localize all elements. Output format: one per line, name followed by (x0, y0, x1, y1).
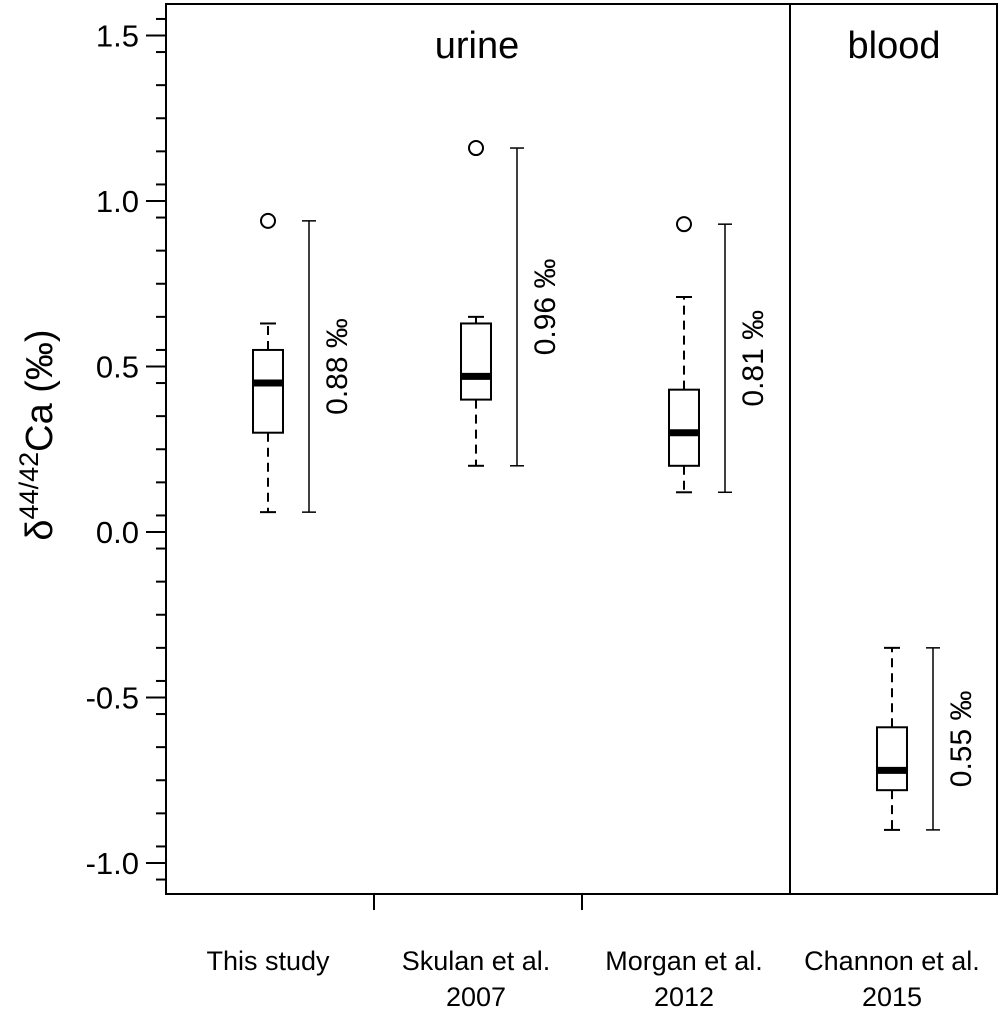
y-tick-label: -1.0 (86, 846, 139, 881)
x-tick-label: Channon et al. (804, 946, 980, 976)
box-series: 0.88 ‰ 0.96 ‰ 0.81 ‰ 0.55 ‰ (252, 140, 978, 831)
x-tick-label-year: 2007 (446, 982, 506, 1012)
x-tick-label: Morgan et al. (605, 946, 763, 976)
box-group: 0.88 ‰ (252, 212, 354, 514)
iqr-box (460, 322, 492, 401)
outlier-point (260, 212, 276, 229)
y-axis: 1.5 1.0 0.5 0.0 -0.5 -1.0 (86, 17, 166, 881)
y-tick-label: 1.5 (96, 19, 139, 54)
outlier-point (676, 216, 692, 233)
y-tick-label: 1.0 (96, 184, 139, 219)
x-tick-label: This study (206, 946, 330, 976)
panel-label-blood: blood (848, 25, 941, 67)
y-tick-label: 0.5 (96, 350, 139, 385)
iqr-box (252, 348, 284, 434)
outlier-point (468, 140, 484, 157)
iqr-box (668, 388, 700, 467)
x-tick-label-year: 2015 (862, 982, 922, 1012)
y-tick-label: -0.5 (86, 681, 139, 716)
box-group: 0.81 ‰ (668, 216, 770, 494)
range-label: 0.96 ‰ (529, 259, 562, 356)
iqr-box (876, 726, 908, 792)
plot-frame (165, 3, 998, 895)
range-label: 0.55 ‰ (945, 691, 978, 788)
range-label: 0.81 ‰ (737, 310, 770, 407)
x-axis: This study Skulan et al. 2007 Morgan et al.… (206, 894, 980, 1012)
box-group: 0.55 ‰ (876, 646, 978, 831)
y-axis-label: δ44/42Ca (‰) (14, 329, 61, 540)
panel-label-urine: urine (435, 25, 520, 67)
range-label: 0.88 ‰ (321, 318, 354, 415)
box-group: 0.96 ‰ (460, 140, 562, 467)
x-tick-label-year: 2012 (654, 982, 714, 1012)
x-tick-label: Skulan et al. (402, 946, 551, 976)
plot-border (165, 3, 998, 895)
y-tick-label: 0.0 (96, 515, 139, 550)
